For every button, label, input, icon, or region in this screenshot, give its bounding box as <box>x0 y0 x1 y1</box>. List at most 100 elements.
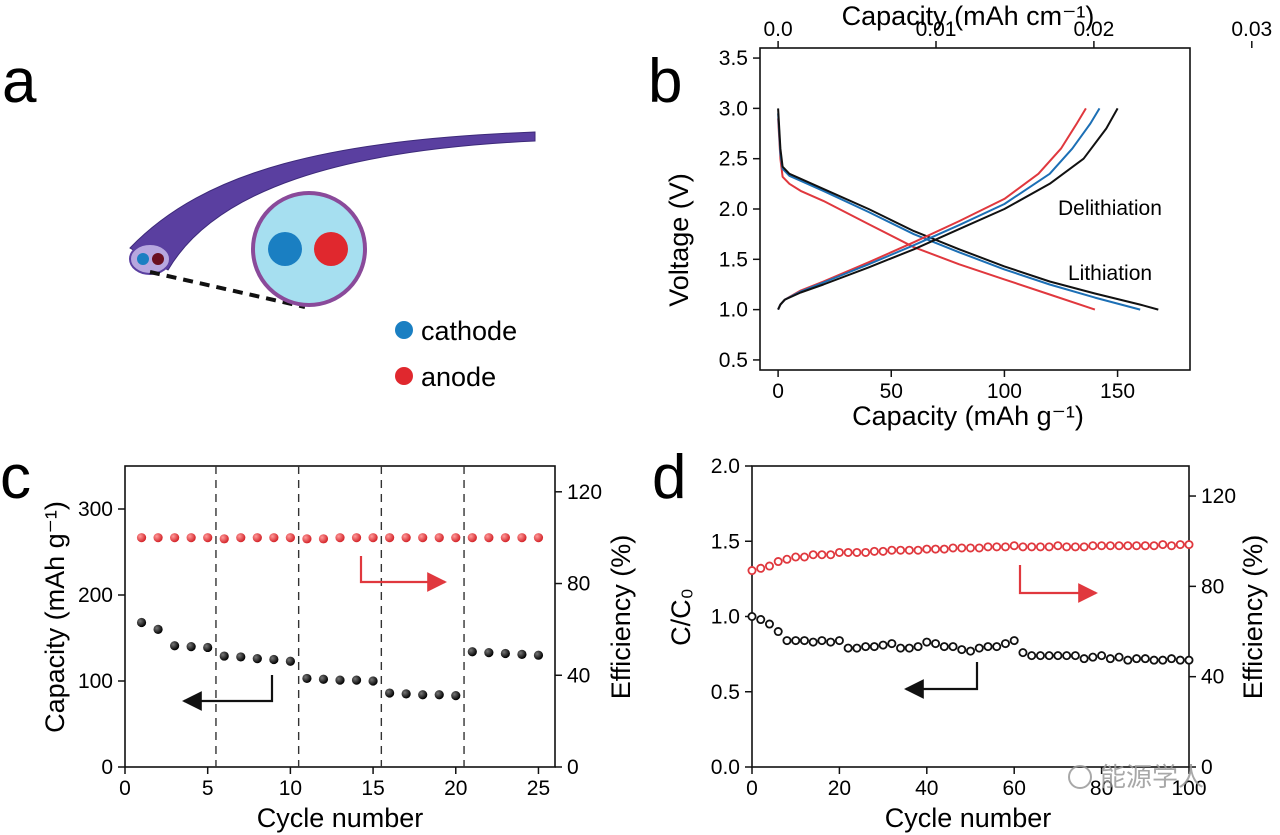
retention-point <box>1140 654 1150 664</box>
x-axis-label-b: Capacity (mAh g⁻¹) <box>852 401 1084 431</box>
x-axis-label-d: Cycle number <box>885 803 1052 833</box>
retention-point <box>983 642 993 652</box>
efficiency-point <box>1114 541 1124 551</box>
series-delithiation-red <box>777 107 1087 311</box>
efficiency-point <box>869 546 879 556</box>
capacity-point <box>252 654 262 664</box>
series-lithiation-blue <box>777 113 1141 311</box>
efficiency-point <box>219 534 229 544</box>
y2-tick-label: 40 <box>1201 666 1224 689</box>
y-tick-label: 1.0 <box>711 606 740 629</box>
efficiency-point <box>861 547 871 557</box>
capacity-point <box>517 649 527 659</box>
efficiency-point <box>385 533 395 543</box>
series-delithiation-black <box>777 107 1119 311</box>
efficiency-point <box>269 533 279 543</box>
y-tick-label: 300 <box>78 498 113 521</box>
retention-point <box>1018 648 1028 658</box>
efficiency-point <box>957 543 967 553</box>
efficiency-point <box>1044 542 1054 552</box>
efficiency-point <box>1140 541 1150 551</box>
x2-tick-label: 0.02 <box>1073 18 1114 41</box>
series-lithiation-black <box>777 108 1159 311</box>
retention-point <box>966 646 976 656</box>
panel-a-schematic: a cathode anode <box>2 47 536 392</box>
capacity-point <box>136 617 147 628</box>
retention-point <box>826 637 836 647</box>
x-tick-label: 60 <box>1003 777 1026 800</box>
y2-tick-label: 120 <box>567 481 602 504</box>
capacity-point <box>368 676 378 686</box>
retention-point <box>782 636 792 646</box>
efficiency-point <box>1097 541 1107 551</box>
y2-tick-label: 40 <box>567 664 590 687</box>
efficiency-point <box>401 533 411 543</box>
x2-tick-label: 0.01 <box>916 18 957 41</box>
panel-b-voltage-chart: b 0.5 1.0 1.5 2.0 2.5 3.0 3.5 0 50 100 150 0.0 0.0… <box>648 1 1272 431</box>
retention-point <box>861 642 871 652</box>
efficiency-point <box>791 552 801 562</box>
cross-section <box>251 191 367 307</box>
retention-point <box>799 636 809 646</box>
capacity-point <box>401 689 411 699</box>
efficiency-point <box>939 544 949 554</box>
efficiency-point <box>467 533 477 543</box>
y-axis-label-b: Voltage (V) <box>664 173 694 307</box>
efficiency-point <box>203 533 213 543</box>
y-tick-label: 2.5 <box>719 148 748 171</box>
y-tick-label: 2.0 <box>711 455 740 478</box>
panel-label-a: a <box>2 47 37 116</box>
efficiency-point <box>843 547 853 557</box>
capacity-point <box>318 674 329 684</box>
retention-point <box>764 619 774 629</box>
x-tick-label: 100 <box>1171 777 1206 800</box>
annotation-lithiation: Lithiation <box>1068 262 1152 285</box>
watermark-text: 能源学人 <box>1100 763 1204 793</box>
y-tick-label: 0.5 <box>711 681 740 704</box>
annotation-delithiation: Delithiation <box>1058 197 1162 220</box>
efficiency-point <box>1035 542 1045 552</box>
efficiency-point <box>236 533 246 543</box>
y2-tick-label: 120 <box>1201 485 1236 508</box>
efficiency-point <box>170 533 180 543</box>
capacity-point <box>285 656 295 666</box>
efficiency-point <box>484 533 494 543</box>
efficiency-point <box>826 550 836 560</box>
retention-point <box>1070 651 1080 661</box>
retention-point <box>817 636 827 646</box>
capacity-point <box>269 654 279 665</box>
efficiency-point <box>948 543 958 553</box>
x-axis-label-c: Cycle number <box>257 803 424 833</box>
efficiency-point <box>887 545 897 555</box>
x2-axis-label-b: Capacity (mAh cm⁻¹) <box>842 1 1095 31</box>
legend-anode-marker <box>395 367 413 385</box>
plot-frame-c <box>124 465 556 768</box>
capacity-point <box>451 691 461 701</box>
retention-point <box>852 643 862 653</box>
retention-point <box>1167 654 1177 664</box>
capacity-point <box>219 651 229 661</box>
efficiency-point <box>368 533 378 543</box>
efficiency-point <box>451 533 461 543</box>
efficiency-point <box>764 561 774 571</box>
efficiency-point <box>931 544 941 554</box>
retention-point <box>957 645 967 655</box>
legend-cathode-marker <box>395 321 413 339</box>
y2-tick-label: 0 <box>1201 756 1213 779</box>
y2-axis-label-d: Efficiency (%) <box>1238 535 1268 700</box>
arrow-efficiency-axis-d <box>1018 565 1098 603</box>
x2-tick-label: 0.0 <box>764 18 793 41</box>
efficiency-point <box>1088 541 1098 551</box>
x-tick-label: 25 <box>527 777 550 800</box>
efficiency-point <box>966 543 976 553</box>
efficiency-point <box>1149 541 1159 551</box>
efficiency-point <box>808 550 818 560</box>
x-tick-label: 0 <box>119 777 131 800</box>
plot-frame-d <box>751 465 1190 768</box>
y2-axis-label-c: Efficiency (%) <box>606 535 636 700</box>
retention-point <box>1053 651 1063 661</box>
y2-tick-label: 80 <box>1201 575 1224 598</box>
y-tick-label: 200 <box>78 584 113 607</box>
efficiency-point <box>756 563 766 573</box>
retention-point <box>896 643 906 653</box>
